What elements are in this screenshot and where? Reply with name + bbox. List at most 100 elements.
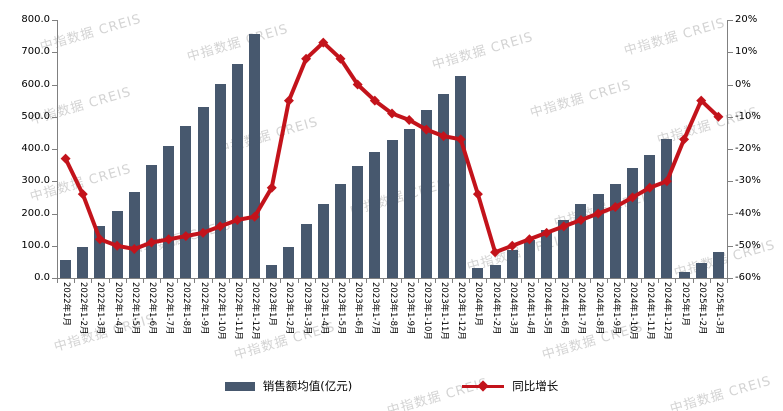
right-axis-tick xyxy=(728,20,733,21)
right-axis-line xyxy=(727,20,728,278)
x-axis-category-label: 2023年1-10月 xyxy=(421,282,432,340)
sales-average-bar xyxy=(438,94,450,278)
sales-average-bar xyxy=(386,139,398,278)
right-axis-tick xyxy=(728,149,733,150)
yoy-line-marker-diamond xyxy=(318,37,329,48)
left-axis-tick xyxy=(52,245,57,247)
x-axis-tick xyxy=(383,279,385,283)
right-axis-tick-label: -20% xyxy=(735,143,761,154)
x-axis-tick xyxy=(572,279,574,283)
left-axis-tick xyxy=(52,181,57,183)
sales-average-bar xyxy=(352,166,364,278)
x-axis-category-label: 2022年1-2月 xyxy=(78,282,89,335)
legend-bar-label: 销售额均值(亿元) xyxy=(262,379,353,393)
x-axis-tick xyxy=(727,279,728,283)
left-axis-tick-label: 200.0 xyxy=(21,207,50,219)
x-axis-tick xyxy=(314,279,316,283)
legend: 销售额均值(亿元) 同比增长 xyxy=(0,378,783,394)
sales-average-bar xyxy=(678,271,690,278)
sales-average-bar xyxy=(128,191,140,278)
sales-average-bar xyxy=(77,247,89,278)
left-axis-tick xyxy=(52,278,57,279)
sales-average-bar xyxy=(420,110,432,278)
sales-average-bar xyxy=(609,184,621,278)
sales-average-bar xyxy=(523,239,535,278)
x-axis-tick xyxy=(606,279,608,283)
sales-average-bar xyxy=(558,219,570,278)
creis-watermark: 中指数据 CREIS xyxy=(215,114,321,159)
yoy-line-marker-diamond xyxy=(77,189,88,200)
sales-average-bar xyxy=(695,263,707,278)
legend-diamond-icon xyxy=(477,380,489,392)
x-axis-tick xyxy=(57,279,58,283)
x-axis-category-label: 2024年1-10月 xyxy=(628,282,638,340)
right-axis-tick xyxy=(728,213,733,215)
yoy-line-marker-diamond xyxy=(369,95,380,106)
sales-average-bar xyxy=(180,126,192,278)
x-axis-tick xyxy=(520,279,522,283)
left-axis-tick xyxy=(52,213,57,215)
x-axis-category-label: 2024年1-8月 xyxy=(593,282,604,335)
x-axis-category-label: 2023年1-6月 xyxy=(353,282,364,335)
yoy-line-marker-diamond xyxy=(335,53,346,64)
yoy-line-marker-diamond xyxy=(679,134,690,145)
x-axis-tick xyxy=(452,279,454,283)
legend-line-label: 同比增长 xyxy=(512,379,559,393)
right-axis-tick-label: -30% xyxy=(735,175,761,187)
x-axis-category-label: 2023年1-7月 xyxy=(370,282,381,335)
x-axis-category-label: 2022年1月 xyxy=(61,282,72,327)
right-axis-tick xyxy=(728,245,733,247)
left-axis-tick-label: 400.0 xyxy=(21,143,50,154)
sales-average-bar xyxy=(489,265,501,278)
creis-watermark: 中指数据 CREIS xyxy=(528,77,634,122)
x-axis-category-label: 2022年1-4月 xyxy=(112,282,123,335)
x-axis-category-label: 2024年1-6月 xyxy=(559,282,570,335)
sales-average-bar xyxy=(163,146,175,278)
yoy-line-marker-diamond xyxy=(387,108,397,119)
x-axis-tick xyxy=(538,279,540,283)
sales-average-bar xyxy=(214,83,226,278)
x-axis-category-label: 2024年1-3月 xyxy=(507,282,518,335)
x-axis-tick xyxy=(160,279,162,283)
x-axis-tick xyxy=(503,279,505,283)
left-axis-line xyxy=(57,20,58,278)
x-axis-category-label: 2023年1-8月 xyxy=(387,282,398,335)
x-axis-category-label: 2022年1-9月 xyxy=(198,282,209,335)
right-axis-tick-label: -50% xyxy=(735,239,761,251)
x-axis-tick xyxy=(142,279,144,283)
left-axis-tick xyxy=(52,52,57,54)
yoy-line-marker-diamond xyxy=(60,153,71,164)
right-axis-tick xyxy=(728,181,733,183)
x-axis-category-label: 2022年1-6月 xyxy=(146,282,157,335)
yoy-line-marker-diamond xyxy=(490,247,501,258)
x-axis-tick xyxy=(280,279,282,283)
sales-average-bar xyxy=(403,129,415,278)
x-axis-tick xyxy=(486,279,488,283)
x-axis-category-label: 2023年1-5月 xyxy=(335,282,346,335)
yoy-line-marker-diamond xyxy=(266,182,277,193)
creis-watermark: 中指数据 CREIS xyxy=(622,15,728,60)
sales-average-bar xyxy=(300,223,312,278)
x-axis-category-label: 2022年1-8月 xyxy=(181,282,192,335)
x-axis-category-label: 2023年1-11月 xyxy=(439,282,450,340)
x-axis-tick xyxy=(349,279,351,283)
sales-average-bar xyxy=(231,63,243,278)
yoy-line-marker-diamond xyxy=(696,95,707,106)
left-axis-tick xyxy=(52,149,57,150)
x-axis-tick xyxy=(125,279,127,283)
sales-average-bar xyxy=(369,151,381,278)
x-axis-tick xyxy=(658,279,660,283)
x-axis-category-label: 2022年1-12月 xyxy=(250,282,261,340)
sales-average-bar xyxy=(661,139,673,278)
left-axis-tick-label: 600.0 xyxy=(21,78,50,90)
left-axis-tick xyxy=(52,84,57,86)
x-axis-category-label: 2023年1-3月 xyxy=(301,282,312,335)
x-axis-category-label: 2024年1月 xyxy=(473,282,484,327)
bar-series-swatch xyxy=(224,381,255,391)
right-axis-tick-label: -60% xyxy=(735,272,761,283)
x-axis-tick xyxy=(297,279,299,283)
x-axis-tick xyxy=(400,279,402,283)
x-axis-category-label: 2022年1-7月 xyxy=(164,282,175,335)
left-axis-tick-label: 300.0 xyxy=(21,175,50,187)
